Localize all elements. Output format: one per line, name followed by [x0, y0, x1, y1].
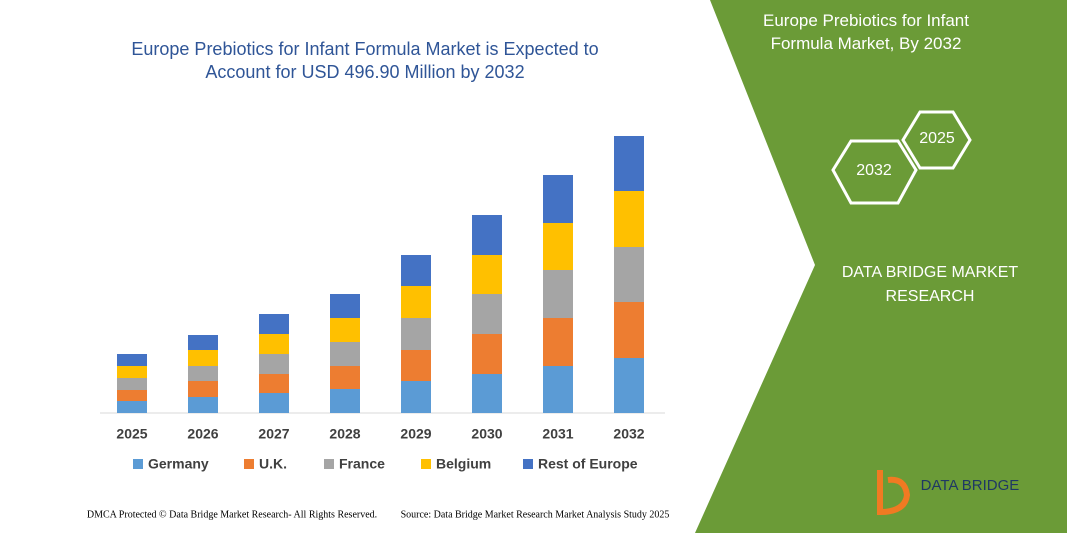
bar-segment	[117, 366, 147, 378]
bar-segment	[614, 358, 644, 413]
bar-segment	[614, 191, 644, 247]
bar-segment	[117, 354, 147, 366]
bar-segment	[117, 378, 147, 390]
bar-segment	[614, 302, 644, 358]
bar-segment	[188, 350, 218, 366]
hexagon	[901, 110, 972, 170]
x-tick-label: 2026	[187, 426, 218, 442]
x-tick-label: 2027	[258, 426, 289, 442]
bar-segment	[259, 314, 289, 334]
bar-segment	[259, 393, 289, 413]
x-tick-label: 2031	[542, 426, 573, 442]
legend-label: U.K.	[259, 456, 287, 472]
legend-swatch	[421, 459, 431, 469]
legend-swatch	[523, 459, 533, 469]
legend-swatch	[244, 459, 254, 469]
x-tick-label: 2030	[471, 426, 502, 442]
bar-segment	[259, 334, 289, 354]
logo-icon	[877, 470, 911, 516]
bar-segment	[330, 294, 360, 318]
bar-segment	[543, 270, 573, 318]
bar-segment	[472, 294, 502, 334]
bar-segment	[330, 318, 360, 342]
bar-segment	[401, 255, 431, 286]
bar-segment	[401, 286, 431, 318]
bar-segment	[330, 389, 360, 413]
bar-segment	[330, 342, 360, 366]
bar-segment	[472, 334, 502, 374]
bar-segment	[117, 401, 147, 413]
bar-segment	[614, 136, 644, 191]
hexagon	[831, 139, 918, 205]
x-tick-label: 2028	[329, 426, 360, 442]
bar-segment	[543, 175, 573, 223]
bar-segment	[188, 335, 218, 350]
side-panel	[695, 0, 1067, 533]
legend-label: Belgium	[436, 456, 491, 472]
x-tick-label: 2029	[400, 426, 431, 442]
bar-segment	[259, 354, 289, 374]
bar-segment	[188, 366, 218, 381]
legend-label: Rest of Europe	[538, 456, 638, 472]
panel-title: Europe Prebiotics for Infant Formula Mark…	[763, 11, 969, 53]
bar-segment	[472, 215, 502, 255]
bar-segment	[543, 366, 573, 413]
legend-swatch	[324, 459, 334, 469]
bar-segment	[188, 381, 218, 397]
brand-text: DATA BRIDGE MARKET RESEARCH	[842, 264, 1019, 305]
bar-segment	[472, 255, 502, 294]
logo-text: DATA BRIDGE	[921, 477, 1020, 494]
footer-left: DMCA Protected © Data Bridge Market Rese…	[87, 509, 377, 520]
hex-label: 2025	[919, 130, 955, 147]
legend-label: Germany	[148, 456, 209, 472]
x-tick-label: 2032	[613, 426, 644, 442]
bar-segment	[117, 390, 147, 401]
hex-label: 2032	[856, 162, 892, 179]
bar-segment	[259, 374, 289, 393]
legend-label: France	[339, 456, 385, 472]
bar-segment	[330, 366, 360, 389]
footer-right: Source: Data Bridge Market Research Mark…	[401, 509, 670, 520]
bar-segment	[188, 397, 218, 413]
bar-segment	[401, 318, 431, 350]
legend-swatch	[133, 459, 143, 469]
bar-segment	[401, 350, 431, 381]
x-tick-label: 2025	[116, 426, 147, 442]
bar-segment	[472, 374, 502, 413]
bar-segment	[614, 247, 644, 302]
chart-title: Europe Prebiotics for Infant Formula Mar…	[131, 39, 598, 82]
bar-segment	[401, 381, 431, 413]
bar-segment	[543, 223, 573, 270]
bar-segment	[543, 318, 573, 366]
